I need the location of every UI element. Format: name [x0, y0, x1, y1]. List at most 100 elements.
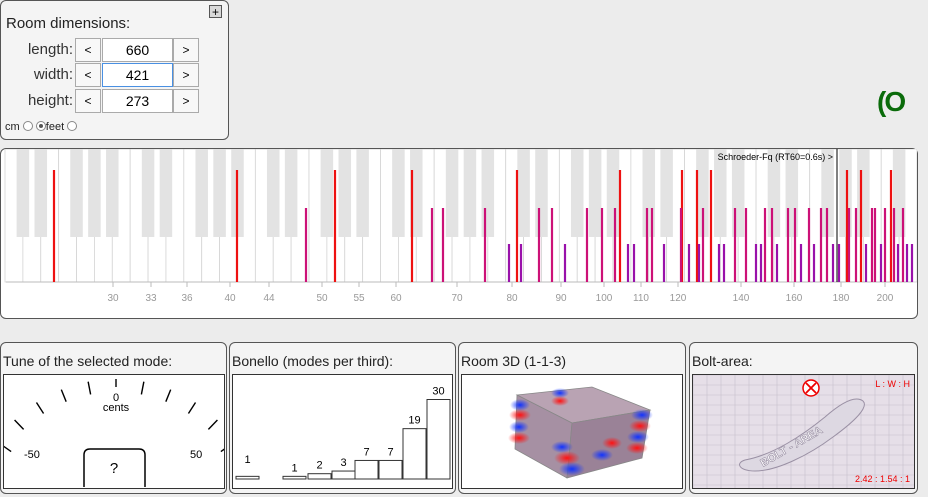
piano-black-key: [159, 149, 173, 237]
bolt-area-chart: BOLT - AREA L : W : H 2.42 : 1.54 : 1: [692, 374, 915, 489]
piano-black-key: [284, 149, 298, 237]
piano-black-key: [696, 149, 709, 237]
bonello-bar-label: 7: [363, 446, 369, 458]
axis-tick-label: 160: [786, 293, 803, 304]
bonello-bar-label: 2: [316, 460, 322, 472]
mode-lines: [52, 170, 914, 282]
tune-value-box: [83, 448, 146, 487]
tune-zero-label: 0: [113, 392, 119, 404]
tune-gauge-tick: [87, 381, 92, 395]
frequency-axis-ticks: 30 33 36 40 44 50 55 60 70 80 90 100 110 120 140 160 180…: [107, 282, 894, 304]
piano-black-key: [195, 149, 208, 237]
width-increment-button[interactable]: >: [173, 63, 199, 87]
axis-tick-label: 33: [145, 293, 157, 304]
tune-gauge-tick: [35, 402, 45, 414]
piano-black-key: [445, 149, 459, 237]
piano-black-key: [588, 149, 602, 237]
room-ratio-label: 2.42 : 1.54 : 1: [855, 474, 910, 484]
tune-gauge-tick: [14, 419, 25, 430]
tune-gauge-tick: [220, 440, 236, 453]
piano-black-key: [356, 149, 369, 237]
bonello-bar-label: 30: [432, 386, 444, 398]
piano-black-key: [535, 149, 548, 237]
schroeder-frequency-label: Schroeder-Fq (RT60=0.6s) >: [718, 152, 833, 162]
cm-radio[interactable]: [22, 121, 33, 131]
tune-cents-label: cents: [103, 402, 130, 414]
tune-gauge-tick: [165, 389, 172, 402]
length-label: length:: [27, 41, 73, 58]
feet-radio[interactable]: [35, 121, 46, 131]
axis-tick-label: 120: [670, 293, 687, 304]
width-label: width:: [33, 66, 73, 83]
tune-max-label: 50: [190, 449, 202, 461]
bonello-bar: [235, 475, 260, 480]
bonello-svg: 1 1 2 3 7 7 19 30: [235, 386, 451, 480]
bolt-area-shape: [739, 398, 865, 472]
bonello-bar-label: 19: [408, 415, 420, 427]
piano-black-key: [88, 149, 101, 237]
width-input[interactable]: [102, 63, 173, 87]
room-modes-svg: 30 33 36 40 44 50 55 60 70 80 90 100 110 120 140 160 180…: [4, 149, 917, 304]
length-input[interactable]: [102, 38, 173, 62]
bonello-bar: [282, 475, 307, 480]
bonello-panel: Bonello (modes per third): 1 1 2 3 7 7 19 30: [229, 342, 456, 494]
bolt-area-title: Bolt-area:: [692, 353, 753, 369]
room-3d-title: Room 3D (1-1-3): [461, 353, 567, 369]
length-decrement-button[interactable]: <: [75, 38, 101, 62]
axis-tick-label: 110: [633, 293, 649, 304]
width-row: width: < >: [1, 63, 230, 88]
axis-tick-label: 55: [353, 293, 365, 304]
axis-tick-label: 70: [451, 293, 463, 304]
axis-tick-label: 80: [506, 293, 518, 304]
tune-title: Tune of the selected mode:: [3, 353, 173, 369]
height-input[interactable]: [102, 89, 173, 113]
piano-black-key: [857, 149, 870, 237]
bolt-area-svg: BOLT - AREA L : W : H 2.42 : 1.54 : 1: [692, 374, 914, 488]
axis-tick-label: 30: [107, 293, 119, 304]
tune-gauge-ticks: [0, 379, 236, 453]
axis-tick-label: 140: [733, 293, 750, 304]
piano-black-key: [517, 149, 530, 237]
axis-tick-label: 90: [555, 293, 567, 304]
width-decrement-button[interactable]: <: [75, 63, 101, 87]
axis-tick-label: 36: [181, 293, 193, 304]
length-increment-button[interactable]: >: [173, 38, 199, 62]
expand-plus-button[interactable]: +: [209, 5, 222, 18]
feet-label: feet: [45, 121, 65, 133]
piano-black-key: [16, 149, 30, 237]
axis-tick-label: 60: [390, 293, 402, 304]
piano-black-key: [714, 149, 727, 237]
tune-gauge-svg: 0 cents -50 50 ?: [0, 379, 236, 487]
cm-label: cm: [5, 121, 20, 133]
bonello-bar-label: 7: [387, 446, 393, 458]
tune-gauge-tick: [207, 419, 218, 430]
piano-black-key: [141, 149, 155, 237]
axis-tick-label: 44: [263, 293, 275, 304]
piano-black-key: [34, 149, 48, 237]
bonello-bar: [378, 459, 403, 480]
tune-value: ?: [110, 460, 118, 477]
tune-meter: 0 cents -50 50 ?: [0, 374, 236, 489]
piano-black-key: [606, 149, 620, 237]
room-3d-view[interactable]: [461, 374, 683, 489]
bolt-area-panel: Bolt-area: BOLT - AREA L : W : H 2.42 : …: [689, 342, 918, 494]
height-increment-button[interactable]: >: [173, 89, 199, 113]
axis-tick-label: 100: [596, 293, 613, 304]
piano-black-key: [70, 149, 83, 237]
bonello-bar: [354, 459, 379, 480]
height-decrement-button[interactable]: <: [75, 89, 101, 113]
axis-tick-label: 50: [316, 293, 328, 304]
piano-black-key: [570, 149, 584, 237]
axis-tick-label: 40: [224, 293, 236, 304]
room-3d-svg: [508, 386, 653, 479]
axis-tick-label: 200: [877, 293, 894, 304]
room-dimensions-panel: Room dimensions: + length: < > width: < …: [0, 0, 229, 140]
units-selector: cm feet: [5, 121, 78, 133]
room-3d-mode-blobs: [508, 388, 653, 476]
extra-radio[interactable]: [67, 121, 78, 131]
room-dimensions-title: Room dimensions:: [6, 15, 131, 32]
room-modes-chart[interactable]: 30 33 36 40 44 50 55 60 70 80 90 100 110 120 140 160 180…: [0, 148, 918, 319]
bonello-chart: 1 1 2 3 7 7 19 30: [232, 374, 453, 489]
piano-black-key: [767, 149, 781, 237]
piano-black-key: [821, 149, 834, 237]
